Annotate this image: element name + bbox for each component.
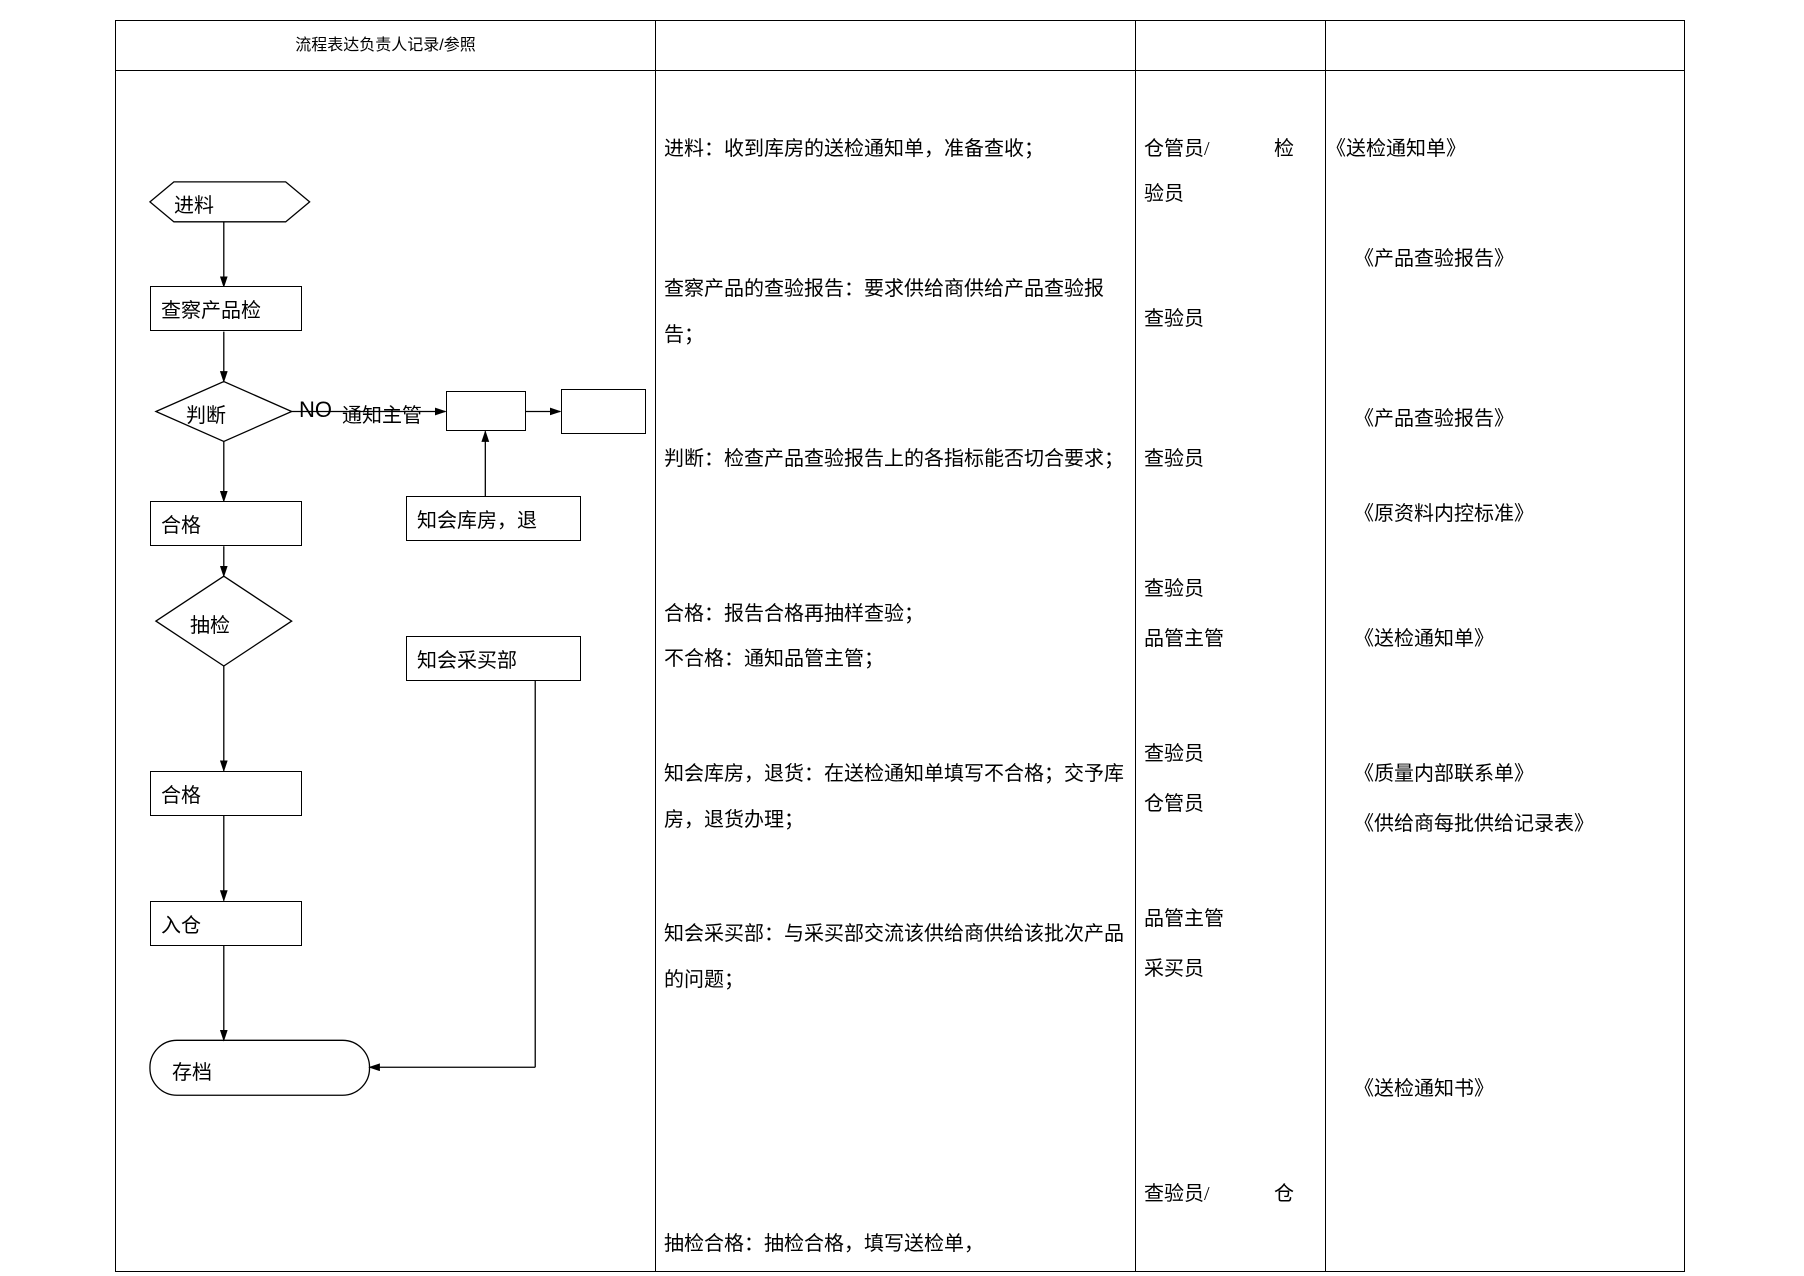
desc-cell: 进料：收到库房的送检通知单，准备查收； 查察产品的查验报告：要求供给商供给产品查… — [656, 71, 1136, 1271]
notify-supervisor-label: 通知主管 — [342, 399, 422, 428]
ref-3b: 《原资料内控标准》 — [1346, 491, 1542, 537]
header-col-ref — [1326, 21, 1684, 70]
node-store: 入仓 — [150, 901, 302, 946]
owner-2: 查验员 — [1136, 296, 1212, 342]
owner-cell: 仓管员/ 检 验员 查验员 查验员 查验员 品管主管 查验员 仓管员 品管主管 … — [1136, 71, 1326, 1271]
owner-1b: 检 — [1266, 126, 1302, 172]
desc-2: 查察产品的查验报告：要求供给商供给产品查验报告； — [656, 266, 1135, 358]
owner-6a: 品管主管 — [1136, 896, 1232, 942]
desc-4a: 合格：报告合格再抽样查验； — [656, 591, 932, 637]
header-title: 流程表达负责人记录/参照 — [116, 21, 655, 71]
node-store-text: 入仓 — [161, 909, 201, 938]
owner-6b: 采买员 — [1136, 946, 1212, 992]
ref-cell: 《送检通知单》 《产品查验报告》 《产品查验报告》 《原资料内控标准》 《送检通… — [1326, 71, 1684, 1271]
ref-3a: 《产品查验报告》 — [1346, 396, 1522, 442]
page-container: 流程表达负责人记录/参照 — [0, 0, 1804, 1276]
node-inspect-report: 查察产品检 — [150, 286, 302, 331]
desc-1: 进料：收到库房的送检通知单，准备查收； — [656, 126, 1052, 172]
ref-1: 《送检通知单》 — [1318, 126, 1474, 172]
node-decision-judge-label: 判断 — [186, 399, 226, 428]
owner-5b: 仓管员 — [1136, 781, 1212, 827]
node-inspect-report-text: 查察产品检 — [161, 294, 261, 323]
desc-4b: 不合格：通知品管主管； — [656, 636, 892, 682]
ref-7: 《送检通知书》 — [1346, 1066, 1502, 1112]
node-notify-purchase-text: 知会采买部 — [417, 644, 517, 673]
owner-4b: 品管主管 — [1136, 616, 1232, 662]
node-right-box — [561, 389, 646, 434]
node-pass2: 合格 — [150, 771, 302, 816]
node-notify-warehouse: 知会库房，退 — [406, 496, 581, 541]
desc-7: 抽检合格：抽检合格，填写送检单， — [656, 1221, 992, 1267]
owner-1a: 仓管员/ — [1136, 126, 1218, 172]
node-pass2-text: 合格 — [161, 779, 201, 808]
desc-3: 判断：检查产品查验报告上的各指标能否切合要求； — [656, 436, 1132, 482]
owner-5a: 查验员 — [1136, 731, 1212, 777]
node-pass1: 合格 — [150, 501, 302, 546]
node-notify-warehouse-text: 知会库房，退 — [417, 504, 537, 533]
no-label: NO — [299, 397, 332, 423]
body-row: 进料 判断 NO 通知主管 抽检 存档 查察产品检 合格 知会库房，退 知会采买… — [116, 71, 1684, 1271]
node-start: 进料 — [174, 189, 214, 218]
desc-5: 知会库房，退货：在送检通知单填写不合格；交予库房，退货办理； — [656, 751, 1135, 843]
desc-6: 知会采买部：与采买部交流该供给商供给该批次产品的问题； — [656, 911, 1135, 1003]
ref-4: 《送检通知单》 — [1346, 616, 1502, 662]
owner-3: 查验员 — [1136, 436, 1212, 482]
header-col-flow: 流程表达负责人记录/参照 — [116, 21, 656, 70]
owner-7b: 仓 — [1266, 1171, 1302, 1217]
node-sampling-label: 抽检 — [190, 609, 230, 638]
node-archive-label: 存档 — [172, 1056, 212, 1085]
header-row: 流程表达负责人记录/参照 — [116, 21, 1684, 71]
node-small-box — [446, 391, 526, 431]
flowchart-cell: 进料 判断 NO 通知主管 抽检 存档 查察产品检 合格 知会库房，退 知会采买… — [116, 71, 656, 1271]
flowchart: 进料 判断 NO 通知主管 抽检 存档 查察产品检 合格 知会库房，退 知会采买… — [116, 71, 655, 1271]
outer-table: 流程表达负责人记录/参照 — [115, 20, 1685, 1272]
header-col-desc — [656, 21, 1136, 70]
header-col-owner — [1136, 21, 1326, 70]
node-pass1-text: 合格 — [161, 509, 201, 538]
ref-5b: 《供给商每批供给记录表》 — [1346, 801, 1666, 847]
node-notify-purchase: 知会采买部 — [406, 636, 581, 681]
owner-4a: 查验员 — [1136, 566, 1212, 612]
ref-5a: 《质量内部联系单》 — [1346, 751, 1542, 797]
owner-1c: 验员 — [1136, 171, 1192, 217]
owner-7a: 查验员/ — [1136, 1171, 1218, 1217]
ref-2: 《产品查验报告》 — [1346, 236, 1522, 282]
